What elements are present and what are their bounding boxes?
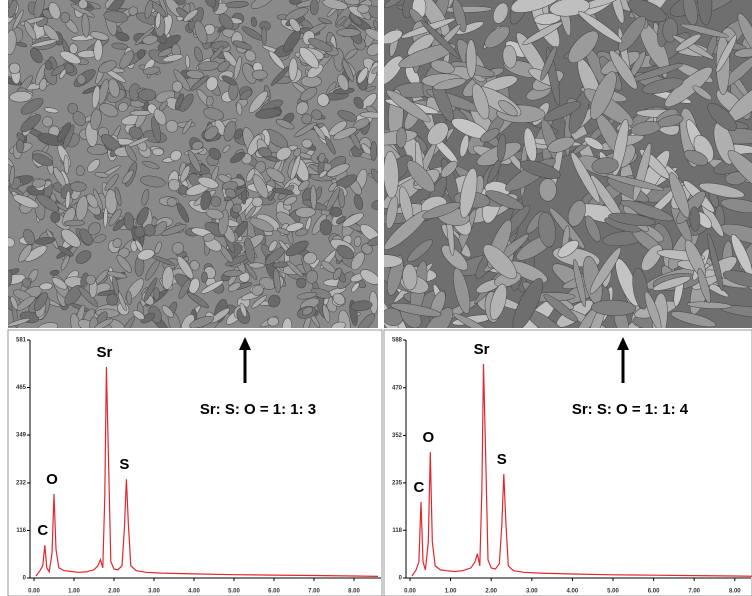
peak-label: C <box>37 522 48 539</box>
grain <box>16 139 24 153</box>
peak-label: Sr <box>96 344 112 361</box>
x-tick-label: 1.00 <box>445 589 457 595</box>
grain <box>310 0 318 15</box>
y-tick-label: 465 <box>16 385 27 391</box>
x-tick-label: 2.00 <box>108 589 120 595</box>
peak-label: Sr <box>474 341 490 358</box>
y-tick-label: 352 <box>392 433 403 439</box>
x-tick-label: 7.00 <box>308 589 320 595</box>
figure: 01162323494655810.001.002.003.004.005.00… <box>0 0 752 596</box>
x-tick-label: 3.00 <box>526 589 538 595</box>
grain <box>152 148 164 156</box>
y-tick-label: 588 <box>392 338 403 344</box>
x-tick-label: 1.00 <box>68 589 80 595</box>
x-tick-label: 4.00 <box>188 589 200 595</box>
x-tick-label: 7.00 <box>688 589 700 595</box>
y-tick-label: 581 <box>16 338 27 344</box>
x-tick-label: 6.00 <box>648 589 660 595</box>
y-tick-label: 116 <box>16 528 26 534</box>
grain <box>261 27 266 44</box>
grain <box>5 270 12 286</box>
y-tick-label: 235 <box>392 480 403 486</box>
x-tick-label: 3.00 <box>148 589 160 595</box>
x-tick-label: 6.00 <box>268 589 280 595</box>
y-tick-label: 349 <box>16 433 27 439</box>
grain <box>302 139 313 148</box>
grain <box>76 166 84 176</box>
y-tick-label: 232 <box>16 481 27 487</box>
grain <box>153 288 159 301</box>
x-tick-label: 8.00 <box>348 589 360 595</box>
grain <box>70 182 87 192</box>
grain <box>201 272 207 283</box>
grain <box>466 40 476 78</box>
y-tick-label: 470 <box>392 385 403 391</box>
x-tick-label: 0.00 <box>404 589 416 595</box>
x-tick-label: 5.00 <box>228 589 240 595</box>
grain <box>252 70 267 80</box>
x-tick-label: 2.00 <box>485 589 497 595</box>
peak-label: S <box>119 456 129 473</box>
ratio-annotation: Sr: S: O = 1: 1: 3 <box>200 401 316 418</box>
x-tick-label: 5.00 <box>607 589 619 595</box>
grain <box>267 317 278 327</box>
x-tick-label: 8.00 <box>729 589 741 595</box>
peak-label: C <box>414 479 425 496</box>
grain <box>539 178 557 201</box>
x-tick-label: 4.00 <box>567 589 579 595</box>
x-tick-label: 0.00 <box>28 589 40 595</box>
grain <box>64 220 85 226</box>
y-tick-label: 118 <box>392 528 402 534</box>
grain <box>357 5 369 14</box>
peak-label: O <box>422 429 434 446</box>
grain <box>337 28 361 36</box>
spectrum-panel <box>384 330 752 596</box>
grain <box>371 141 377 161</box>
peak-label: S <box>497 451 507 468</box>
peak-label: O <box>46 471 58 488</box>
spectrum-panel <box>8 330 382 596</box>
ratio-annotation: Sr: S: O = 1: 1: 4 <box>572 401 689 418</box>
